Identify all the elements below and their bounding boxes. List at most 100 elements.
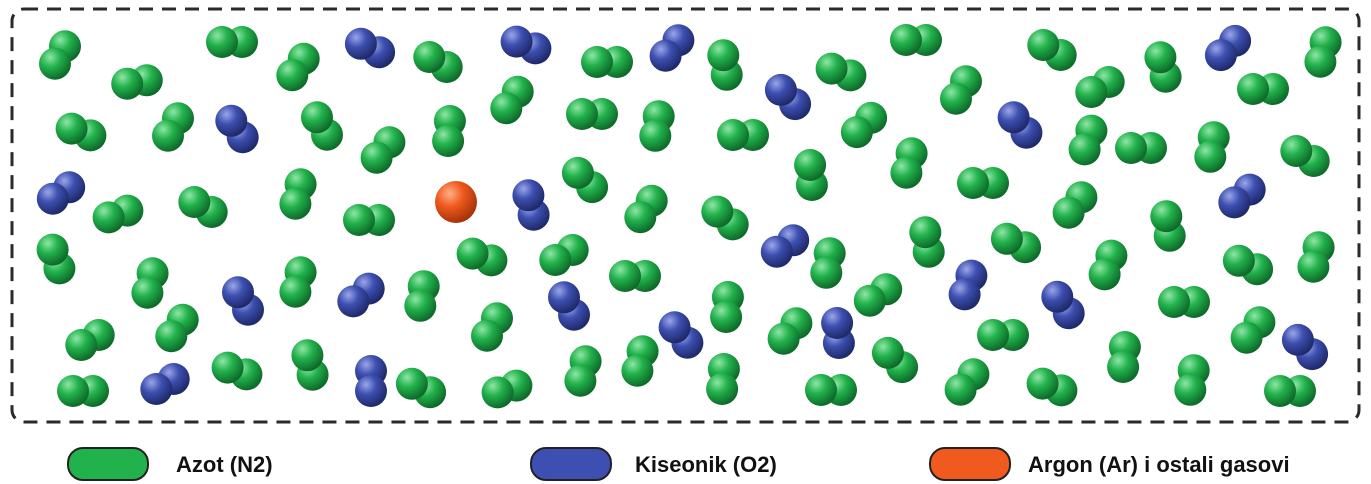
legend-swatch-argon — [929, 447, 1011, 481]
nitrogen-atom-2 — [1027, 29, 1060, 61]
nitrogen-molecule — [1026, 367, 1078, 407]
nitrogen-molecule — [810, 237, 846, 289]
legend-label-nitrogen: Azot (N2) — [176, 452, 273, 477]
nitrogen-atom-2 — [490, 92, 523, 125]
nitrogen-atom-2 — [301, 101, 333, 134]
oxygen-atom-2 — [344, 27, 377, 60]
nitrogen-molecule — [279, 256, 317, 308]
nitrogen-molecule — [957, 167, 1009, 199]
nitrogen-atom-2 — [621, 354, 654, 387]
nitrogen-molecule — [490, 75, 534, 125]
nitrogen-atom-2 — [471, 319, 503, 352]
nitrogen-atom-2 — [1194, 140, 1227, 173]
oxygen-molecule — [222, 276, 264, 326]
nitrogen-atom-2 — [152, 119, 184, 152]
nitrogen-molecule — [92, 194, 144, 234]
nitrogen-atom-2 — [456, 237, 489, 270]
oxygen-atom-2 — [1281, 323, 1314, 356]
argon-atom — [435, 181, 477, 223]
nitrogen-atom-2 — [276, 59, 309, 92]
nitrogen-atom-2 — [1174, 373, 1207, 406]
nitrogen-atom-2 — [1297, 250, 1330, 283]
oxygen-molecule — [140, 363, 190, 405]
legend-label-oxygen: Kiseonik (O2) — [635, 452, 777, 477]
nitrogen-atom-2 — [710, 301, 743, 333]
nitrogen-atom-2 — [581, 46, 613, 78]
nitrogen-molecule — [1144, 41, 1182, 93]
legend: Azot (N2) Kiseonik (O2) Argon (Ar) i ost… — [67, 447, 1290, 481]
nitrogen-molecule — [1297, 231, 1335, 283]
nitrogen-molecule — [990, 222, 1042, 264]
nitrogen-atom-2 — [279, 187, 312, 220]
nitrogen-atom-2 — [1144, 41, 1177, 74]
nitrogen-atom-2 — [1150, 200, 1183, 233]
nitrogen-molecule — [561, 156, 609, 204]
oxygen-atom-2 — [821, 307, 854, 339]
nitrogen-molecule — [206, 26, 258, 58]
nitrogen-molecule — [710, 281, 744, 333]
oxygen-atom-2 — [1218, 186, 1251, 219]
nitrogen-molecule — [706, 353, 740, 405]
nitrogen-molecule — [291, 339, 329, 391]
oxygen-molecule — [355, 355, 387, 407]
nitrogen-molecule — [1052, 181, 1098, 229]
nitrogen-atom-2 — [1264, 375, 1296, 407]
nitrogen-atom-2 — [815, 52, 848, 85]
nitrogen-atom-2 — [57, 375, 89, 407]
nitrogen-molecule — [432, 105, 466, 157]
legend-item-oxygen: Kiseonik (O2) — [530, 447, 777, 481]
nitrogen-atom-2 — [481, 376, 514, 409]
oxygen-molecule — [760, 224, 810, 268]
nitrogen-atom-2 — [840, 116, 873, 149]
nitrogen-molecule — [581, 46, 633, 78]
nitrogen-molecule — [65, 319, 115, 361]
nitrogen-atom-2 — [539, 244, 572, 276]
nitrogen-atom-2 — [639, 119, 672, 152]
nitrogen-atom-2 — [624, 201, 657, 234]
nitrogen-molecule — [155, 303, 199, 353]
nitrogen-atom-2 — [360, 141, 393, 174]
nitrogen-molecule — [57, 375, 109, 407]
nitrogen-molecule — [481, 369, 533, 409]
oxygen-molecule — [764, 73, 812, 121]
nitrogen-molecule — [767, 307, 813, 355]
oxygen-atom-2 — [948, 278, 981, 311]
nitrogen-molecule — [301, 101, 343, 151]
oxygen-molecule — [997, 101, 1043, 149]
nitrogen-atom-2 — [853, 284, 886, 317]
oxygen-molecule — [1204, 24, 1252, 72]
nitrogen-atom-2 — [1088, 258, 1121, 291]
oxygen-atom-2 — [355, 375, 387, 407]
nitrogen-atom-2 — [92, 201, 125, 234]
oxygen-atom-2 — [1204, 39, 1237, 72]
nitrogen-atom-2 — [155, 320, 188, 353]
nitrogen-molecule — [717, 119, 769, 151]
nitrogen-atom-2 — [794, 149, 827, 181]
nitrogen-molecule — [1174, 354, 1210, 406]
oxygen-atom-2 — [548, 281, 580, 314]
nitrogen-molecule — [1158, 286, 1210, 318]
nitrogen-atom-2 — [413, 41, 446, 73]
nitrogen-atom-2 — [977, 319, 1009, 351]
oxygen-molecule — [821, 307, 855, 359]
nitrogen-molecule — [211, 351, 263, 391]
oxygen-atom-2 — [512, 179, 545, 212]
nitrogen-molecule — [55, 112, 107, 152]
nitrogen-atom-2 — [957, 167, 989, 199]
oxygen-atom-2 — [500, 25, 533, 58]
oxygen-molecule — [215, 104, 259, 154]
nitrogen-atom-2 — [890, 24, 922, 56]
oxygen-molecule — [948, 259, 988, 311]
nitrogen-molecule — [890, 137, 928, 189]
nitrogen-atom-2 — [432, 125, 465, 157]
oxygen-atom-2 — [337, 285, 370, 318]
oxygen-molecule — [512, 179, 550, 231]
nitrogen-molecule — [111, 64, 163, 100]
nitrogen-atom-2 — [404, 289, 437, 322]
nitrogen-molecule — [1107, 331, 1141, 383]
nitrogen-atom-2 — [701, 195, 734, 228]
nitrogen-atom-2 — [717, 119, 749, 151]
nitrogen-atom-2 — [609, 260, 641, 292]
nitrogen-atom-2 — [805, 374, 837, 406]
